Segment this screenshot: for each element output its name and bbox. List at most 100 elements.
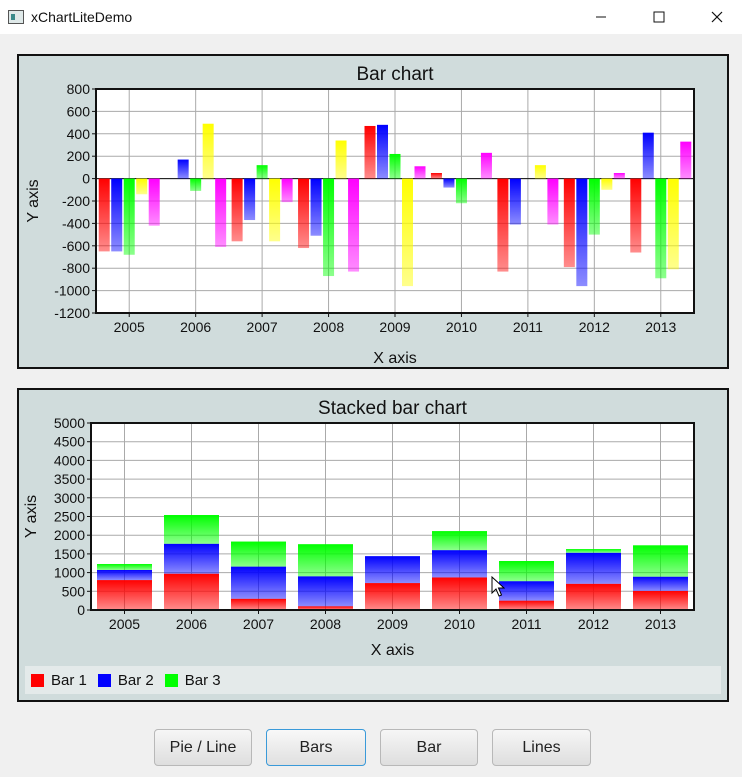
bar <box>123 178 135 255</box>
lines-button[interactable]: Lines <box>492 729 591 766</box>
bar <box>323 178 335 277</box>
bar <box>111 178 123 252</box>
bar-button[interactable]: Bar <box>380 729 478 766</box>
y-axis-label: Y axis <box>23 495 40 538</box>
bar-segment <box>231 541 286 567</box>
x-tick-label: 2009 <box>379 319 410 335</box>
legend-item-bar-2: Bar 2 <box>97 672 154 689</box>
x-tick-label: 2011 <box>513 319 543 335</box>
y-tick-label: -600 <box>62 238 90 254</box>
bar <box>335 140 347 179</box>
bar <box>377 124 388 179</box>
bar-segment <box>432 531 487 551</box>
bars-button[interactable]: Bars <box>266 729 366 766</box>
bar <box>310 178 322 236</box>
legend-label: Bar 1 <box>51 671 87 689</box>
y-tick-label: 3000 <box>54 490 85 506</box>
y-tick-label: 600 <box>67 103 91 119</box>
x-tick-label: 2012 <box>579 319 610 335</box>
legend-item-bar-3: Bar 3 <box>164 671 221 689</box>
x-tick-label: 2010 <box>446 319 477 335</box>
legend-label: Bar 3 <box>184 671 221 689</box>
bar <box>443 178 455 188</box>
bar-segment <box>231 598 286 610</box>
bar <box>430 173 442 179</box>
bar-segment <box>633 545 688 577</box>
bar-segment <box>164 573 219 610</box>
bar <box>480 152 492 179</box>
minimize-button[interactable] <box>572 0 630 34</box>
bar <box>389 153 401 179</box>
bar <box>244 178 256 221</box>
y-tick-label: 500 <box>62 583 86 599</box>
bar <box>231 178 243 242</box>
bar <box>269 178 281 242</box>
bar <box>98 178 110 252</box>
x-tick-label: 2011 <box>511 616 541 632</box>
x-tick-label: 2009 <box>377 616 408 632</box>
plot-border <box>90 422 695 611</box>
pie-line-button[interactable]: Pie / Line <box>154 729 252 766</box>
bar <box>655 178 667 279</box>
x-tick-label: 2005 <box>114 319 145 335</box>
bar <box>613 173 625 179</box>
bar-segment <box>566 549 621 553</box>
maximize-icon <box>653 11 665 23</box>
bar-segment <box>298 576 353 607</box>
bar-segment <box>97 580 152 610</box>
bar <box>148 178 160 226</box>
x-tick-label: 2008 <box>310 616 341 632</box>
chart-title: Bar chart <box>356 64 434 85</box>
x-tick-label: 2007 <box>247 319 278 335</box>
bar <box>256 165 268 179</box>
bar <box>202 123 214 179</box>
y-tick-label: -200 <box>62 193 90 209</box>
bar <box>601 178 613 190</box>
bar-segment <box>164 543 219 574</box>
chart-legend: Bar 1 Bar 2 Bar 3 <box>25 666 721 694</box>
bar <box>136 178 148 195</box>
close-button[interactable] <box>688 0 742 34</box>
bar <box>364 125 376 179</box>
y-tick-label: -400 <box>62 215 90 231</box>
close-icon <box>711 11 723 23</box>
y-tick-label: -800 <box>62 260 90 276</box>
maximize-button[interactable] <box>630 0 688 34</box>
y-tick-label: 1500 <box>54 546 85 562</box>
bar <box>190 178 202 191</box>
bar-segment <box>633 590 688 610</box>
legend-swatch <box>31 673 44 687</box>
y-tick-label: 1000 <box>54 565 85 581</box>
y-tick-label: 4500 <box>54 434 85 450</box>
y-tick-label: 5000 <box>54 415 85 431</box>
plot-border <box>95 88 695 314</box>
y-tick-label: 4000 <box>54 452 85 468</box>
bar-segment <box>365 556 420 584</box>
bar-chart: 800 600 400 200 0 -200 -400 -600 -800 -1000 -1200 2… <box>25 64 695 367</box>
x-tick-label: 2012 <box>578 616 609 632</box>
bar-segment <box>499 581 554 601</box>
x-tick-label: 2006 <box>180 319 211 335</box>
bar-segment <box>633 576 688 591</box>
y-tick-label: 2500 <box>54 509 85 525</box>
x-tick-label: 2007 <box>243 616 274 632</box>
bar <box>630 178 642 253</box>
bar <box>509 178 521 225</box>
x-axis-label: X axis <box>373 350 417 367</box>
y-tick-label: 0 <box>77 602 85 618</box>
x-tick-label: 2013 <box>645 616 676 632</box>
bar-segment <box>97 569 152 581</box>
bar <box>177 159 189 179</box>
bar <box>414 166 426 179</box>
bar <box>680 141 692 179</box>
y-tick-label: -1200 <box>54 305 90 321</box>
bar <box>642 132 654 179</box>
x-tick-label: 2006 <box>176 616 207 632</box>
bar <box>497 178 509 272</box>
bar-segment <box>97 563 152 570</box>
y-tick-label: 800 <box>67 81 91 97</box>
y-tick-label: 200 <box>67 148 91 164</box>
bar-segment <box>499 561 554 582</box>
bar-segment <box>432 550 487 578</box>
x-tick-label: 2013 <box>645 319 676 335</box>
